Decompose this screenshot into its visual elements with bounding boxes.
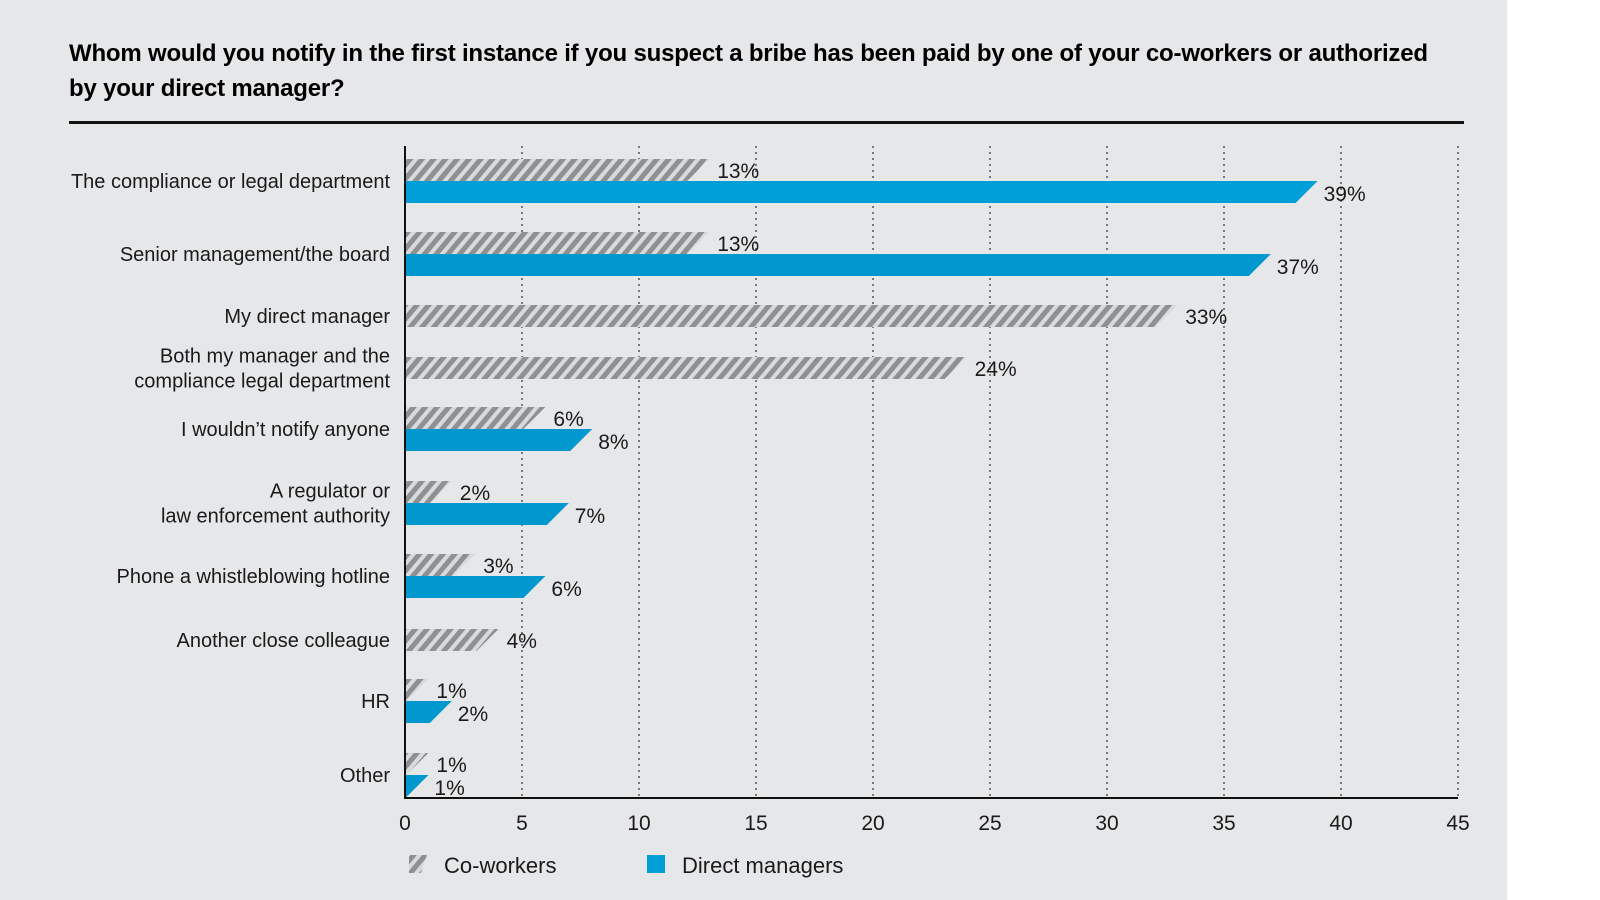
value-label-co-workers: 24% xyxy=(975,358,1017,381)
bar-direct-managers xyxy=(405,181,1318,203)
category-label-line: Senior management/the board xyxy=(120,244,390,266)
value-label-co-workers: 1% xyxy=(436,680,466,703)
bar-co-workers xyxy=(405,753,429,775)
value-label-direct-managers: 1% xyxy=(434,777,464,800)
x-tick-label: 5 xyxy=(516,812,528,835)
value-label-direct-managers: 7% xyxy=(575,505,605,528)
bar-direct-managers xyxy=(405,254,1271,276)
bar-direct-managers xyxy=(405,775,429,797)
value-label-direct-managers: 8% xyxy=(598,431,628,454)
bar-co-workers xyxy=(405,357,967,379)
x-tick-label: 0 xyxy=(399,812,411,835)
bar-direct-managers xyxy=(405,503,569,525)
category-label-line: I wouldn’t notify anyone xyxy=(181,419,390,441)
bar-co-workers xyxy=(405,232,710,254)
bar-co-workers xyxy=(405,679,429,701)
bar-co-workers xyxy=(405,554,476,576)
value-label-direct-managers: 2% xyxy=(458,703,488,726)
category-label: Both my manager and the compliance legal … xyxy=(134,346,390,393)
bar-direct-managers xyxy=(405,701,452,723)
category-label-line: compliance legal department xyxy=(134,371,390,393)
value-label-co-workers: 33% xyxy=(1185,306,1227,329)
bar-direct-managers xyxy=(405,429,593,451)
value-label-co-workers: 2% xyxy=(460,482,490,505)
value-label-co-workers: 1% xyxy=(436,754,466,777)
chart-title: Whom would you notify in the first insta… xyxy=(69,40,1428,102)
value-label-direct-managers: 37% xyxy=(1277,256,1319,279)
value-label-direct-managers: 39% xyxy=(1324,183,1366,206)
value-label-co-workers: 4% xyxy=(507,630,537,653)
category-label-line: A regulator or xyxy=(270,481,390,503)
category-label: My direct manager xyxy=(224,306,390,328)
x-tick-label: 30 xyxy=(1095,812,1118,835)
x-tick-label: 45 xyxy=(1446,812,1469,835)
category-label: A regulator or law enforcement authority xyxy=(161,481,390,528)
x-tick-label: 40 xyxy=(1329,812,1352,835)
legend-label-direct-managers: Direct managers xyxy=(682,853,843,878)
category-label: I wouldn’t notify anyone xyxy=(181,419,390,441)
legend: Co-workers Direct managers xyxy=(409,853,843,878)
bar-co-workers xyxy=(405,481,452,503)
legend-label-co-workers: Co-workers xyxy=(444,853,556,878)
bar-co-workers xyxy=(405,159,710,181)
value-label-co-workers: 6% xyxy=(553,408,583,431)
category-label-line: Both my manager and the xyxy=(160,346,390,368)
bar-direct-managers xyxy=(405,576,546,598)
bars xyxy=(405,159,1318,797)
category-label-line: Other xyxy=(340,765,390,787)
title-divider xyxy=(69,121,1464,124)
category-label: The compliance or legal department xyxy=(71,171,391,193)
value-label-co-workers: 13% xyxy=(717,160,759,183)
category-label-line: Phone a whistleblowing hotline xyxy=(116,566,390,588)
x-tick-label: 15 xyxy=(744,812,767,835)
chart-panel xyxy=(0,0,1507,900)
value-label-direct-managers: 6% xyxy=(551,578,581,601)
bar-co-workers xyxy=(405,629,499,651)
category-label-line: HR xyxy=(361,691,390,713)
value-label-co-workers: 3% xyxy=(483,555,513,578)
x-tick-label: 25 xyxy=(978,812,1001,835)
category-label: Phone a whistleblowing hotline xyxy=(116,566,390,588)
bar-co-workers xyxy=(405,305,1178,327)
legend-swatch-co-workers xyxy=(409,855,427,873)
category-label: Other xyxy=(340,765,390,787)
category-label: Another close colleague xyxy=(177,630,390,652)
category-label-line: law enforcement authority xyxy=(161,506,390,528)
value-label-co-workers: 13% xyxy=(717,233,759,256)
category-label-line: Another close colleague xyxy=(177,630,390,652)
axes xyxy=(404,146,1458,799)
labels: 0 5 10 15 20 25 30 35 40 45 The compliance or lega… xyxy=(71,160,1470,835)
x-tick-label: 35 xyxy=(1212,812,1235,835)
category-label: HR xyxy=(361,691,390,713)
category-label: Senior management/the board xyxy=(120,244,390,266)
x-tick-label: 10 xyxy=(627,812,650,835)
bar-co-workers xyxy=(405,407,546,429)
legend-swatch-direct-managers xyxy=(647,855,665,873)
category-label-line: My direct manager xyxy=(224,306,390,328)
x-tick-label: 20 xyxy=(861,812,884,835)
category-label-line: The compliance or legal department xyxy=(71,171,391,193)
